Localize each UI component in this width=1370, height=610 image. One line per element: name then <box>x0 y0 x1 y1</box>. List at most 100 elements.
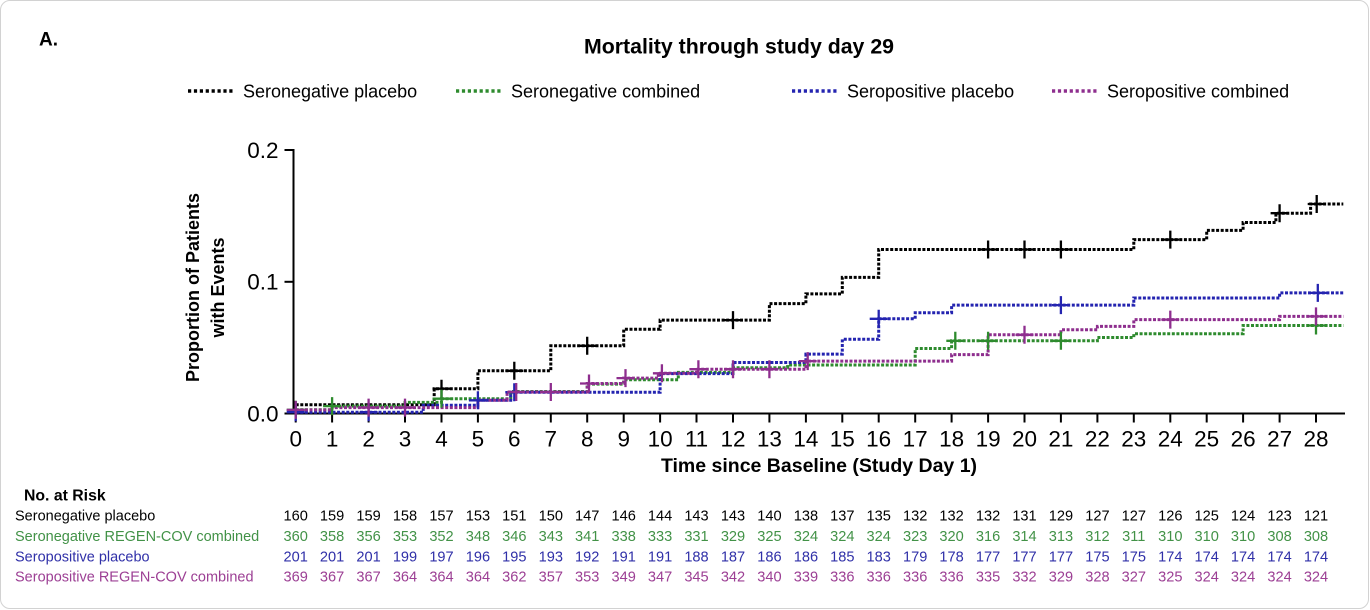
svg-text:186: 186 <box>793 549 817 565</box>
svg-text:Seronegative placebo: Seronegative placebo <box>15 508 155 524</box>
svg-text:0.0: 0.0 <box>247 401 278 426</box>
svg-text:175: 175 <box>1085 549 1109 565</box>
svg-text:0.2: 0.2 <box>247 137 278 162</box>
svg-text:328: 328 <box>1085 569 1109 585</box>
svg-text:324: 324 <box>1303 569 1327 585</box>
svg-text:127: 127 <box>1121 508 1145 524</box>
svg-text:336: 336 <box>866 569 890 585</box>
svg-text:331: 331 <box>684 529 708 545</box>
svg-text:3: 3 <box>398 426 411 451</box>
svg-text:332: 332 <box>1012 569 1036 585</box>
svg-text:364: 364 <box>429 569 453 585</box>
svg-text:177: 177 <box>1048 549 1072 565</box>
svg-text:338: 338 <box>611 529 635 545</box>
svg-text:26: 26 <box>1230 426 1255 451</box>
svg-text:316: 316 <box>975 529 999 545</box>
svg-text:Seropositive combined: Seropositive combined <box>1107 81 1289 101</box>
svg-text:345: 345 <box>684 569 708 585</box>
svg-text:Time since Baseline (Study Day: Time since Baseline (Study Day 1) <box>660 455 976 477</box>
svg-text:0: 0 <box>289 426 302 451</box>
svg-text:325: 325 <box>1158 569 1182 585</box>
svg-text:324: 324 <box>1230 569 1254 585</box>
svg-text:310: 310 <box>1230 529 1254 545</box>
svg-text:352: 352 <box>429 529 453 545</box>
svg-text:367: 367 <box>356 569 380 585</box>
svg-text:342: 342 <box>720 569 744 585</box>
svg-text:8: 8 <box>580 426 593 451</box>
svg-text:143: 143 <box>720 508 744 524</box>
svg-text:324: 324 <box>866 529 890 545</box>
svg-text:Seropositive placebo: Seropositive placebo <box>847 81 1014 101</box>
svg-text:14: 14 <box>793 426 818 451</box>
svg-text:157: 157 <box>429 508 453 524</box>
svg-text:329: 329 <box>1048 569 1072 585</box>
svg-text:12: 12 <box>720 426 745 451</box>
svg-text:137: 137 <box>830 508 854 524</box>
svg-text:144: 144 <box>647 508 671 524</box>
svg-text:132: 132 <box>903 508 927 524</box>
svg-text:341: 341 <box>575 529 599 545</box>
svg-text:2: 2 <box>362 426 375 451</box>
svg-text:201: 201 <box>356 549 380 565</box>
svg-text:16: 16 <box>866 426 891 451</box>
svg-text:187: 187 <box>720 549 744 565</box>
svg-text:324: 324 <box>830 529 854 545</box>
svg-text:121: 121 <box>1303 508 1327 524</box>
svg-text:27: 27 <box>1267 426 1292 451</box>
svg-text:333: 333 <box>647 529 671 545</box>
svg-text:313: 313 <box>1048 529 1072 545</box>
svg-text:346: 346 <box>502 529 526 545</box>
svg-text:131: 131 <box>1012 508 1036 524</box>
svg-text:177: 177 <box>1012 549 1036 565</box>
svg-text:151: 151 <box>502 508 526 524</box>
svg-text:186: 186 <box>757 549 781 565</box>
svg-text:22: 22 <box>1084 426 1109 451</box>
svg-text:4: 4 <box>435 426 448 451</box>
svg-text:146: 146 <box>611 508 635 524</box>
svg-text:193: 193 <box>538 549 562 565</box>
svg-text:Mortality through study day 29: Mortality through study day 29 <box>583 34 893 58</box>
svg-text:19: 19 <box>975 426 1000 451</box>
svg-text:5: 5 <box>471 426 484 451</box>
svg-text:Proportion of Patients: Proportion of Patients <box>183 193 203 382</box>
svg-text:0.1: 0.1 <box>247 269 278 294</box>
svg-text:349: 349 <box>611 569 635 585</box>
svg-text:9: 9 <box>617 426 630 451</box>
svg-text:327: 327 <box>1121 569 1145 585</box>
svg-text:362: 362 <box>502 569 526 585</box>
svg-text:340: 340 <box>757 569 781 585</box>
svg-text:310: 310 <box>1194 529 1218 545</box>
svg-text:196: 196 <box>465 549 489 565</box>
svg-text:Seronegative combined: Seronegative combined <box>511 81 700 101</box>
svg-text:364: 364 <box>392 569 416 585</box>
svg-text:147: 147 <box>575 508 599 524</box>
svg-text:336: 336 <box>939 569 963 585</box>
svg-text:175: 175 <box>1121 549 1145 565</box>
svg-text:364: 364 <box>465 569 489 585</box>
svg-text:127: 127 <box>1085 508 1109 524</box>
svg-text:159: 159 <box>319 508 343 524</box>
svg-text:No. at Risk: No. at Risk <box>24 487 106 504</box>
svg-text:312: 312 <box>1085 529 1109 545</box>
svg-text:320: 320 <box>939 529 963 545</box>
svg-text:174: 174 <box>1267 549 1291 565</box>
svg-text:201: 201 <box>283 549 307 565</box>
svg-text:336: 336 <box>903 569 927 585</box>
svg-text:11: 11 <box>684 426 707 451</box>
svg-text:23: 23 <box>1121 426 1146 451</box>
svg-text:6: 6 <box>508 426 521 451</box>
svg-text:195: 195 <box>502 549 526 565</box>
svg-text:with Events: with Events <box>208 237 228 338</box>
svg-text:24: 24 <box>1157 426 1182 451</box>
svg-text:174: 174 <box>1303 549 1327 565</box>
svg-text:310: 310 <box>1158 529 1182 545</box>
svg-text:132: 132 <box>939 508 963 524</box>
svg-text:191: 191 <box>647 549 671 565</box>
svg-text:129: 129 <box>1048 508 1072 524</box>
svg-text:323: 323 <box>903 529 927 545</box>
svg-text:159: 159 <box>356 508 380 524</box>
svg-text:A.: A. <box>39 29 58 50</box>
svg-text:150: 150 <box>538 508 562 524</box>
svg-text:125: 125 <box>1194 508 1218 524</box>
svg-text:311: 311 <box>1122 529 1145 545</box>
